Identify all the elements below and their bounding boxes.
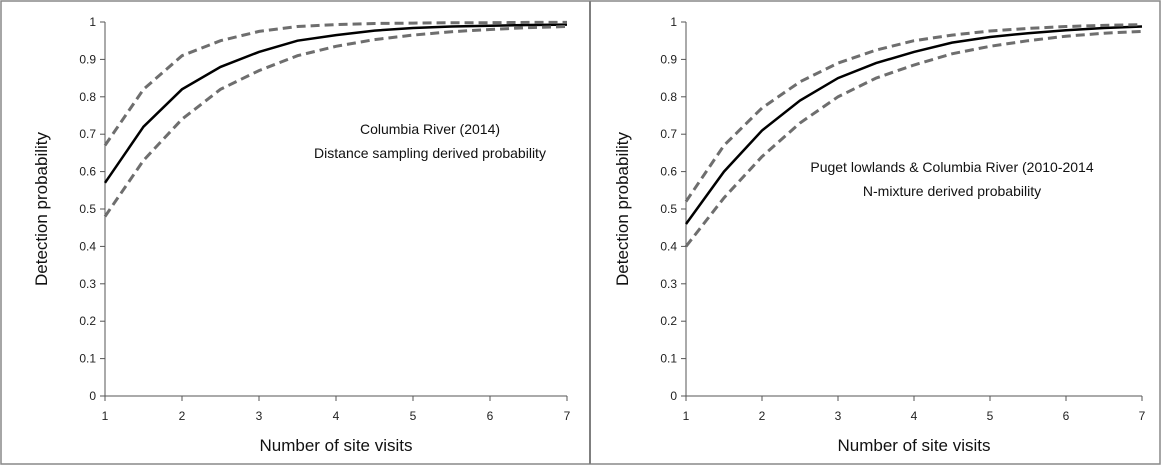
y-tick-label: 0.5: [660, 202, 677, 216]
y-tick-label: 0.3: [660, 277, 677, 291]
y-tick-label: 0.2: [79, 314, 96, 328]
x-tick-label: 4: [911, 409, 918, 423]
x-tick-label: 7: [564, 409, 571, 423]
y-tick-label: 0.6: [660, 165, 677, 179]
y-tick-label: 0.5: [79, 202, 96, 216]
y-tick-label: 0.9: [79, 52, 96, 66]
y-tick-label: 0.1: [79, 352, 96, 366]
x-tick-label: 3: [835, 409, 842, 423]
y-tick-label: 0.9: [660, 52, 677, 66]
y-axis-label: Detection probability: [32, 131, 51, 286]
y-tick-label: 0: [89, 389, 96, 403]
y-tick-label: 0.8: [660, 90, 677, 104]
y-tick-label: 0.7: [660, 127, 677, 141]
x-tick-label: 2: [179, 409, 186, 423]
panel-annotation: Distance sampling derived probability: [314, 145, 546, 161]
y-tick-label: 0.4: [79, 239, 96, 253]
panel-annotation: Columbia River (2014): [360, 121, 500, 137]
panel-annotation: Puget lowlands & Columbia River (2010-20…: [810, 159, 1093, 175]
y-axis-label: Detection probability: [613, 131, 632, 286]
lower-ci-line: [103, 25, 568, 218]
x-tick-label: 7: [1139, 409, 1146, 423]
y-tick-label: 0.2: [660, 314, 677, 328]
y-tick-label: 0.3: [79, 277, 96, 291]
lower-ci-line: [684, 29, 1143, 248]
x-tick-label: 5: [410, 409, 417, 423]
mean-probability-line: [684, 25, 1143, 225]
panel-annotation: N-mixture derived probability: [863, 183, 1041, 199]
y-tick-label: 0.6: [79, 165, 96, 179]
x-tick-label: 1: [102, 409, 109, 423]
chart-panel-right: 0 0.1 0.2 0.3 0.4 0.5 0.6 0.7 0.8 0.9 1 1 2 3 4 5 6 7 Numb…: [613, 15, 1146, 455]
y-tick-label: 1: [670, 15, 677, 29]
x-tick-label: 5: [987, 409, 994, 423]
x-tick-label: 2: [759, 409, 766, 423]
x-tick-label: 3: [256, 409, 263, 423]
x-tick-label: 4: [333, 409, 340, 423]
y-tick-label: 0.4: [660, 239, 677, 253]
y-tick-label: 0.1: [660, 352, 677, 366]
y-tick-label: 1: [89, 15, 96, 29]
y-tick-label: 0.7: [79, 127, 96, 141]
x-tick-label: 6: [1063, 409, 1070, 423]
mean-probability-line: [103, 23, 568, 184]
x-tick-label: 1: [683, 409, 690, 423]
chart-panel-left: 0 0.1 0.2 0.3 0.4 0.5 0.6 0.7 0.8 0.9 1 1 2 3 4 5 6 7 Numb…: [32, 15, 571, 455]
x-axis-label: Number of site visits: [837, 436, 990, 455]
upper-ci-line: [684, 23, 1143, 203]
upper-ci-line: [103, 20, 567, 147]
y-tick-label: 0.8: [79, 90, 96, 104]
x-axis-label: Number of site visits: [259, 436, 412, 455]
x-tick-label: 6: [487, 409, 494, 423]
y-tick-label: 0: [670, 389, 677, 403]
